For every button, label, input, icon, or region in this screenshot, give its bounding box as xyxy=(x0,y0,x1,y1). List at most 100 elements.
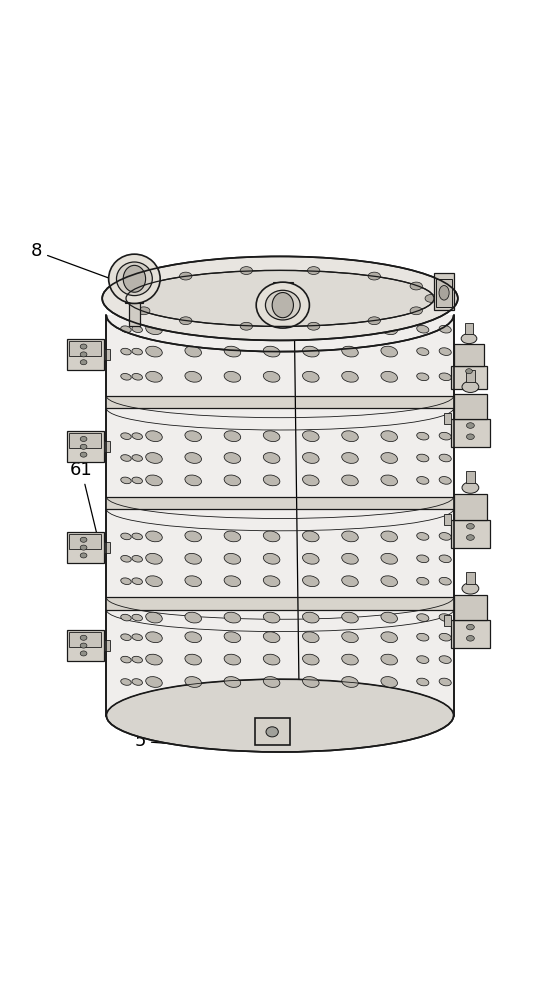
Bar xyxy=(444,615,451,626)
Ellipse shape xyxy=(439,614,451,621)
Bar xyxy=(69,433,101,448)
Ellipse shape xyxy=(263,677,280,687)
Ellipse shape xyxy=(263,612,280,623)
Ellipse shape xyxy=(417,577,429,585)
Ellipse shape xyxy=(439,325,451,333)
Ellipse shape xyxy=(224,531,241,542)
Ellipse shape xyxy=(342,677,358,687)
Ellipse shape xyxy=(224,453,241,463)
Text: 5: 5 xyxy=(134,732,252,750)
Ellipse shape xyxy=(302,371,319,382)
Ellipse shape xyxy=(466,434,474,440)
Ellipse shape xyxy=(121,326,131,333)
Ellipse shape xyxy=(224,632,241,643)
Polygon shape xyxy=(106,597,454,610)
Ellipse shape xyxy=(381,677,398,687)
Ellipse shape xyxy=(121,578,131,585)
Ellipse shape xyxy=(240,267,253,274)
Ellipse shape xyxy=(307,322,320,330)
Ellipse shape xyxy=(417,633,429,641)
Ellipse shape xyxy=(410,282,422,290)
Ellipse shape xyxy=(342,346,358,357)
Ellipse shape xyxy=(302,431,319,442)
Ellipse shape xyxy=(439,678,451,686)
Bar xyxy=(434,273,454,310)
Bar xyxy=(69,632,101,647)
Bar xyxy=(451,419,490,447)
Ellipse shape xyxy=(224,324,241,335)
Ellipse shape xyxy=(185,431,202,442)
Ellipse shape xyxy=(462,583,479,594)
Ellipse shape xyxy=(439,286,449,300)
Ellipse shape xyxy=(342,371,358,382)
Ellipse shape xyxy=(132,555,142,562)
Ellipse shape xyxy=(263,553,280,564)
Ellipse shape xyxy=(466,423,474,428)
Ellipse shape xyxy=(381,553,398,564)
Bar xyxy=(454,394,487,419)
Ellipse shape xyxy=(123,294,135,302)
Ellipse shape xyxy=(80,444,87,449)
Ellipse shape xyxy=(342,612,358,623)
Bar xyxy=(273,282,293,292)
Ellipse shape xyxy=(263,346,280,357)
Ellipse shape xyxy=(342,576,358,587)
Ellipse shape xyxy=(342,531,358,542)
Ellipse shape xyxy=(185,371,202,382)
Ellipse shape xyxy=(121,555,131,562)
Bar xyxy=(104,640,110,651)
Ellipse shape xyxy=(116,262,152,296)
Ellipse shape xyxy=(224,677,241,687)
Ellipse shape xyxy=(240,322,253,330)
Bar xyxy=(454,595,487,620)
Ellipse shape xyxy=(146,324,162,335)
Ellipse shape xyxy=(439,555,451,563)
Ellipse shape xyxy=(265,290,300,320)
Bar xyxy=(104,349,110,360)
Ellipse shape xyxy=(146,576,162,587)
Bar xyxy=(104,542,110,553)
Ellipse shape xyxy=(342,475,358,486)
Ellipse shape xyxy=(224,553,241,564)
Ellipse shape xyxy=(263,531,280,542)
Ellipse shape xyxy=(121,477,131,484)
Ellipse shape xyxy=(263,654,280,665)
Bar xyxy=(255,718,290,745)
Bar xyxy=(466,471,475,483)
Ellipse shape xyxy=(302,632,319,643)
Ellipse shape xyxy=(417,555,429,563)
Ellipse shape xyxy=(224,612,241,623)
Ellipse shape xyxy=(417,454,429,462)
Ellipse shape xyxy=(342,324,358,335)
Ellipse shape xyxy=(417,477,429,484)
Ellipse shape xyxy=(102,256,458,340)
Ellipse shape xyxy=(180,272,192,280)
Ellipse shape xyxy=(109,254,160,303)
Ellipse shape xyxy=(132,348,142,355)
Ellipse shape xyxy=(185,324,202,335)
Bar xyxy=(451,620,490,648)
Bar xyxy=(465,323,473,334)
Bar xyxy=(444,413,451,424)
Ellipse shape xyxy=(185,677,202,687)
Ellipse shape xyxy=(462,482,479,493)
Ellipse shape xyxy=(417,533,429,540)
Bar xyxy=(69,341,101,356)
Ellipse shape xyxy=(342,453,358,463)
Ellipse shape xyxy=(224,431,241,442)
Ellipse shape xyxy=(417,373,429,381)
Ellipse shape xyxy=(106,679,454,752)
Ellipse shape xyxy=(263,632,280,643)
Ellipse shape xyxy=(121,373,131,380)
Bar xyxy=(451,520,490,548)
Ellipse shape xyxy=(439,477,451,484)
Ellipse shape xyxy=(368,272,380,280)
Ellipse shape xyxy=(80,553,87,558)
Ellipse shape xyxy=(123,265,146,292)
Ellipse shape xyxy=(381,324,398,335)
Ellipse shape xyxy=(80,643,87,648)
Ellipse shape xyxy=(132,455,142,461)
Bar xyxy=(67,630,104,661)
Ellipse shape xyxy=(381,431,398,442)
Ellipse shape xyxy=(146,431,162,442)
